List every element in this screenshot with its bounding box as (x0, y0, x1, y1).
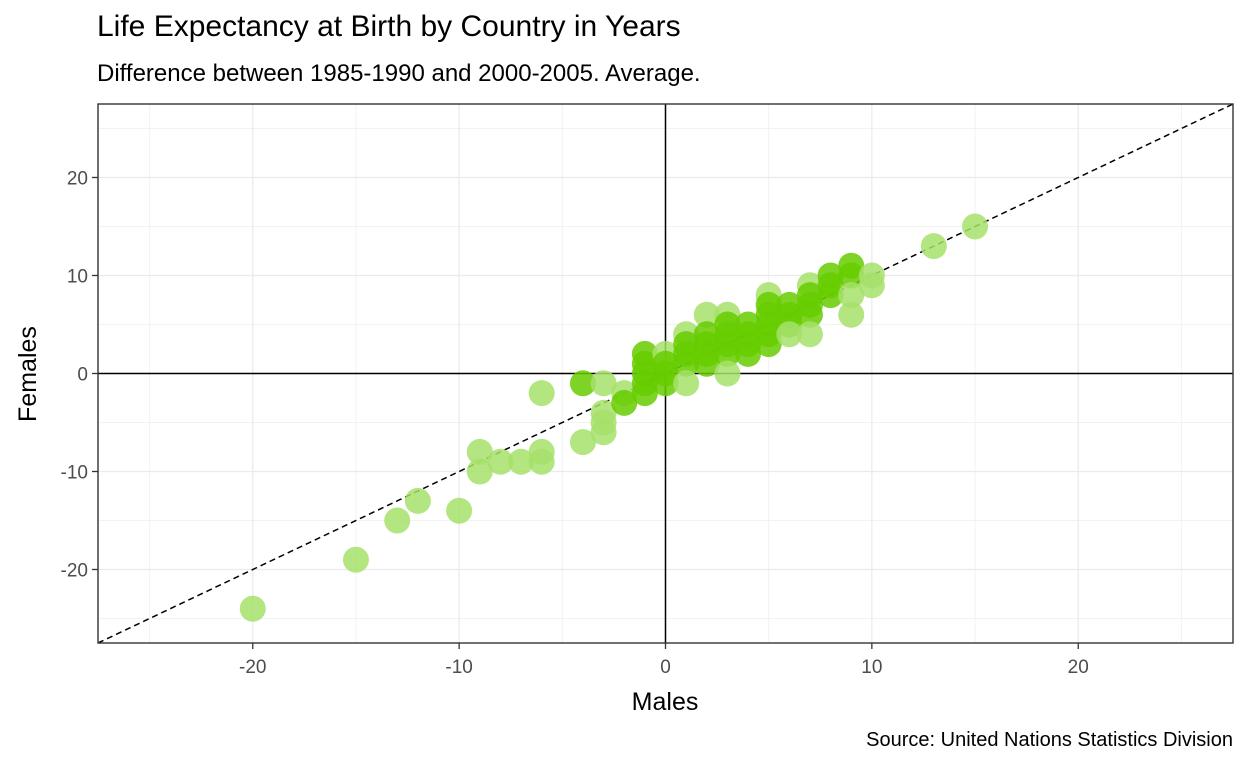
data-point (528, 380, 555, 407)
data-point (714, 360, 741, 387)
data-point (569, 429, 596, 456)
data-point (342, 546, 369, 573)
data-point (569, 370, 596, 397)
data-point (817, 282, 844, 309)
data-point (673, 370, 700, 397)
x-tick-label: -20 (239, 657, 266, 678)
data-point (796, 321, 823, 348)
x-axis-ticks: -20 -10 0 10 20 (239, 643, 1089, 678)
data-point (508, 448, 535, 475)
data-point (652, 370, 679, 397)
data-point (693, 301, 720, 328)
x-tick-label: 0 (660, 657, 671, 678)
data-point (693, 350, 720, 377)
y-tick-label: 10 (67, 267, 88, 288)
data-point (631, 380, 658, 407)
y-tick-label: 0 (77, 365, 88, 386)
data-point (673, 350, 700, 377)
data-point (776, 321, 803, 348)
data-point (384, 507, 411, 534)
data-point (446, 497, 473, 524)
data-point (466, 438, 493, 465)
data-point (590, 370, 617, 397)
y-tick-label: 20 (67, 169, 88, 190)
data-point (611, 389, 638, 416)
data-point (528, 448, 555, 475)
y-axis-title: Females (14, 326, 42, 422)
data-point (858, 272, 885, 299)
data-point (714, 340, 741, 367)
data-point (838, 282, 865, 309)
y-tick-label: -20 (61, 561, 88, 582)
data-point (466, 458, 493, 485)
x-tick-label: 10 (861, 657, 882, 678)
data-point (838, 301, 865, 328)
chart-title: Life Expectancy at Birth by Country in Y… (97, 10, 681, 43)
data-point (404, 487, 431, 514)
data-points (239, 213, 989, 622)
data-point (796, 301, 823, 328)
data-point (239, 595, 266, 622)
y-axis-ticks: -20 -10 0 10 20 (61, 169, 98, 582)
y-tick-label: -10 (61, 463, 88, 484)
x-tick-label: -10 (445, 657, 472, 678)
x-tick-label: 20 (1068, 657, 1089, 678)
chart-subtitle: Difference between 1985-1990 and 2000-20… (97, 60, 701, 87)
data-point (962, 213, 989, 240)
data-point (838, 262, 865, 289)
data-point (920, 233, 947, 260)
data-point (487, 448, 514, 475)
chart-caption: Source: United Nations Statistics Divisi… (866, 729, 1233, 751)
x-axis-title: Males (632, 688, 699, 716)
data-point (590, 419, 617, 446)
data-point (735, 340, 762, 367)
data-point (755, 331, 782, 358)
